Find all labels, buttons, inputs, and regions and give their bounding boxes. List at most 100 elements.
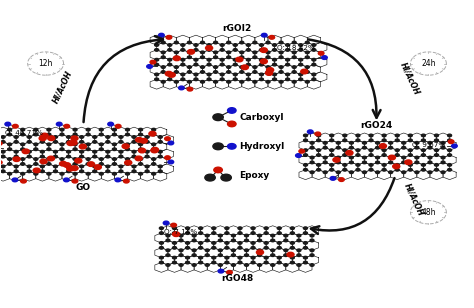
Circle shape xyxy=(161,41,165,44)
Circle shape xyxy=(145,165,149,168)
Circle shape xyxy=(428,171,432,173)
Circle shape xyxy=(64,178,69,182)
Circle shape xyxy=(317,149,320,152)
Circle shape xyxy=(179,254,183,257)
Circle shape xyxy=(395,139,399,142)
Circle shape xyxy=(155,59,159,61)
Circle shape xyxy=(240,71,244,73)
Circle shape xyxy=(273,49,276,51)
Circle shape xyxy=(259,73,264,76)
Circle shape xyxy=(138,143,143,146)
Circle shape xyxy=(159,232,164,234)
Circle shape xyxy=(389,141,392,144)
Circle shape xyxy=(297,254,301,257)
Circle shape xyxy=(389,156,392,159)
Circle shape xyxy=(119,165,123,168)
Circle shape xyxy=(39,136,46,141)
Circle shape xyxy=(415,141,419,144)
Circle shape xyxy=(14,150,18,153)
Circle shape xyxy=(299,149,305,153)
Circle shape xyxy=(159,261,164,264)
Circle shape xyxy=(214,167,222,173)
Text: O: 9.67%: O: 9.67% xyxy=(412,142,445,148)
Circle shape xyxy=(271,239,275,242)
Circle shape xyxy=(124,179,129,183)
Circle shape xyxy=(47,128,51,131)
Circle shape xyxy=(1,150,5,153)
Circle shape xyxy=(168,160,173,164)
Circle shape xyxy=(238,232,242,234)
Circle shape xyxy=(40,170,44,172)
Circle shape xyxy=(64,163,71,167)
Circle shape xyxy=(299,59,303,61)
Circle shape xyxy=(402,156,406,159)
Circle shape xyxy=(220,49,224,51)
Circle shape xyxy=(1,170,5,172)
Circle shape xyxy=(310,156,314,159)
Circle shape xyxy=(405,160,412,164)
Circle shape xyxy=(284,239,288,242)
Circle shape xyxy=(318,51,324,55)
Circle shape xyxy=(246,73,250,76)
Circle shape xyxy=(227,56,231,59)
Circle shape xyxy=(80,140,83,143)
Circle shape xyxy=(138,133,143,136)
Circle shape xyxy=(447,134,452,137)
Circle shape xyxy=(194,63,198,66)
Circle shape xyxy=(214,51,218,54)
Circle shape xyxy=(323,146,327,149)
Circle shape xyxy=(126,148,129,151)
Circle shape xyxy=(145,170,149,172)
Circle shape xyxy=(227,80,231,83)
Circle shape xyxy=(233,78,237,81)
Circle shape xyxy=(264,246,268,249)
Circle shape xyxy=(163,221,169,225)
Circle shape xyxy=(150,60,156,64)
Circle shape xyxy=(245,249,248,252)
Circle shape xyxy=(369,139,373,142)
Circle shape xyxy=(299,63,303,66)
Circle shape xyxy=(297,264,301,266)
Circle shape xyxy=(292,56,296,59)
Circle shape xyxy=(312,49,316,51)
Circle shape xyxy=(205,239,209,242)
Circle shape xyxy=(40,136,44,138)
Circle shape xyxy=(303,256,308,259)
Circle shape xyxy=(435,139,438,142)
Circle shape xyxy=(212,261,216,264)
Circle shape xyxy=(181,59,185,61)
Circle shape xyxy=(8,158,11,160)
Circle shape xyxy=(363,141,366,144)
Circle shape xyxy=(179,234,183,237)
Circle shape xyxy=(382,168,386,171)
Circle shape xyxy=(194,73,198,76)
Circle shape xyxy=(241,65,248,70)
Circle shape xyxy=(421,164,425,166)
Circle shape xyxy=(119,170,123,172)
Circle shape xyxy=(93,165,97,168)
Circle shape xyxy=(375,146,380,149)
Circle shape xyxy=(73,163,77,165)
Circle shape xyxy=(356,168,360,171)
Circle shape xyxy=(330,149,334,152)
Circle shape xyxy=(303,164,308,166)
Text: GO: GO xyxy=(76,183,91,192)
Circle shape xyxy=(233,63,237,66)
Circle shape xyxy=(12,178,18,182)
Circle shape xyxy=(99,148,103,151)
Circle shape xyxy=(21,179,27,183)
Circle shape xyxy=(312,63,316,66)
Circle shape xyxy=(201,56,204,59)
Circle shape xyxy=(168,73,175,77)
Circle shape xyxy=(201,66,204,68)
Circle shape xyxy=(421,149,425,152)
Circle shape xyxy=(152,133,155,136)
Circle shape xyxy=(330,164,334,166)
Circle shape xyxy=(138,148,143,151)
Circle shape xyxy=(395,164,399,166)
Circle shape xyxy=(266,51,270,54)
Circle shape xyxy=(435,134,438,137)
Circle shape xyxy=(310,161,314,164)
Circle shape xyxy=(112,148,117,151)
Circle shape xyxy=(119,150,123,153)
